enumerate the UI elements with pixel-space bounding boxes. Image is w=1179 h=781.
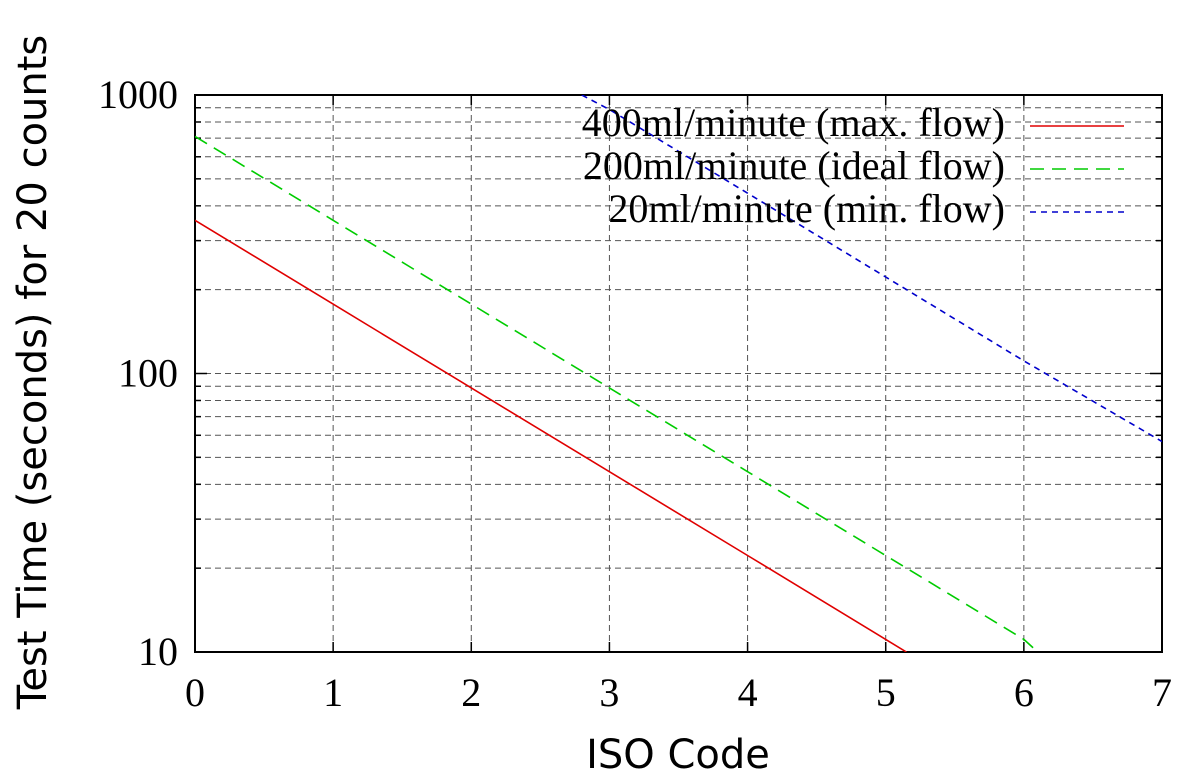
x-tick-label: 2 [461, 670, 481, 715]
x-tick-label: 1 [323, 670, 343, 715]
x-tick-label: 0 [185, 670, 205, 715]
legend-label: 200ml/minute (ideal flow) [583, 143, 1005, 188]
x-tick-label: 6 [1014, 670, 1034, 715]
y-tick-label: 10 [138, 629, 178, 674]
x-tick-label: 3 [599, 670, 619, 715]
series-line-2 [581, 95, 1162, 443]
y-tick-label: 1000 [98, 72, 178, 117]
legend-label: 20ml/minute (min. flow) [608, 186, 1005, 231]
x-tick-label: 5 [876, 670, 896, 715]
y-axis-title: Test Time (seconds) for 20 counts [10, 35, 56, 711]
legend: 400ml/minute (max. flow)200ml/minute (id… [582, 100, 1124, 231]
legend-label: 400ml/minute (max. flow) [582, 100, 1005, 145]
y-tick-label: 100 [118, 351, 178, 396]
x-axis-title: ISO Code [586, 732, 770, 778]
grid-lines [195, 95, 1162, 652]
series-layer [195, 95, 1162, 652]
series-line-1 [195, 135, 1039, 652]
x-tick-labels: 0 1 2 3 4 5 6 7 [185, 670, 1172, 715]
x-tick-label: 4 [738, 670, 758, 715]
series-line-0 [195, 219, 907, 652]
x-tick-label: 7 [1152, 670, 1172, 715]
axis-ticks [194, 94, 1163, 653]
y-tick-labels: 10 100 1000 [98, 72, 178, 674]
